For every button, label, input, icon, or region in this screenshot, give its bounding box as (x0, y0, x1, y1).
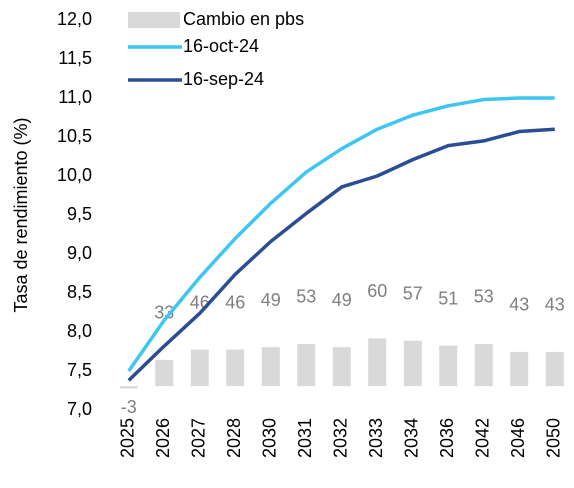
x-tick-label: 2026 (153, 418, 173, 458)
bar (510, 351, 529, 387)
data-label: 53 (474, 287, 494, 307)
legend-label: 16-sep-24 (183, 69, 264, 89)
x-tick-label: 2027 (189, 418, 209, 458)
x-tick-label: 2028 (224, 418, 244, 458)
y-tick-label: 9,5 (67, 204, 92, 224)
data-label: 51 (438, 288, 458, 308)
bar (439, 345, 458, 387)
data-label: 49 (332, 290, 352, 310)
y-tick-label: 12,0 (57, 9, 92, 29)
legend-label: 16-oct-24 (183, 36, 259, 56)
line (127, 127, 555, 382)
data-label: -3 (121, 397, 137, 417)
bar (545, 351, 564, 387)
data-label: 53 (296, 287, 316, 307)
x-tick-label: 2032 (331, 418, 351, 458)
bar (190, 349, 209, 387)
data-label: 49 (261, 290, 281, 310)
y-tick-label: 11,0 (58, 87, 92, 107)
x-tick-label: 2042 (473, 418, 493, 458)
y-tick-label: 8,0 (67, 321, 92, 341)
y-tick-label: 10,5 (57, 126, 92, 146)
bar (297, 343, 316, 387)
data-label: 43 (545, 295, 565, 315)
bar (119, 386, 138, 389)
bar (368, 338, 387, 387)
bar (474, 343, 493, 387)
data-label: 57 (403, 284, 423, 304)
x-tick-label: 2050 (544, 418, 564, 458)
bar (155, 359, 174, 387)
y-tick-label: 8,5 (67, 282, 92, 302)
y-tick-label: 7,0 (67, 399, 92, 419)
y-tick-label: 7,5 (67, 360, 92, 380)
bar (332, 347, 351, 387)
x-tick-label: 2031 (295, 418, 315, 458)
legend-label: Cambio en pbs (183, 9, 304, 29)
x-tick-label: 2046 (508, 418, 528, 458)
data-label: 46 (225, 292, 245, 312)
x-tick-label: 2025 (118, 418, 138, 458)
bar (403, 340, 422, 387)
legend-swatch (128, 12, 180, 28)
x-tick-label: 2030 (260, 418, 280, 458)
x-tick-label: 2036 (437, 418, 457, 458)
y-tick-label: 10,0 (57, 165, 92, 185)
x-tick-label: 2033 (366, 418, 386, 458)
data-label: 33 (154, 303, 174, 323)
bar (261, 347, 280, 387)
bar (226, 349, 245, 387)
y-axis-label: Tasa de rendimiento (%) (11, 117, 31, 312)
data-label: 46 (190, 292, 210, 312)
data-label: 43 (509, 295, 529, 315)
data-label: 60 (367, 281, 387, 301)
y-tick-label: 9,0 (67, 243, 92, 263)
x-tick-label: 2034 (402, 418, 422, 458)
line (127, 96, 555, 373)
y-tick-label: 11,5 (58, 48, 92, 68)
